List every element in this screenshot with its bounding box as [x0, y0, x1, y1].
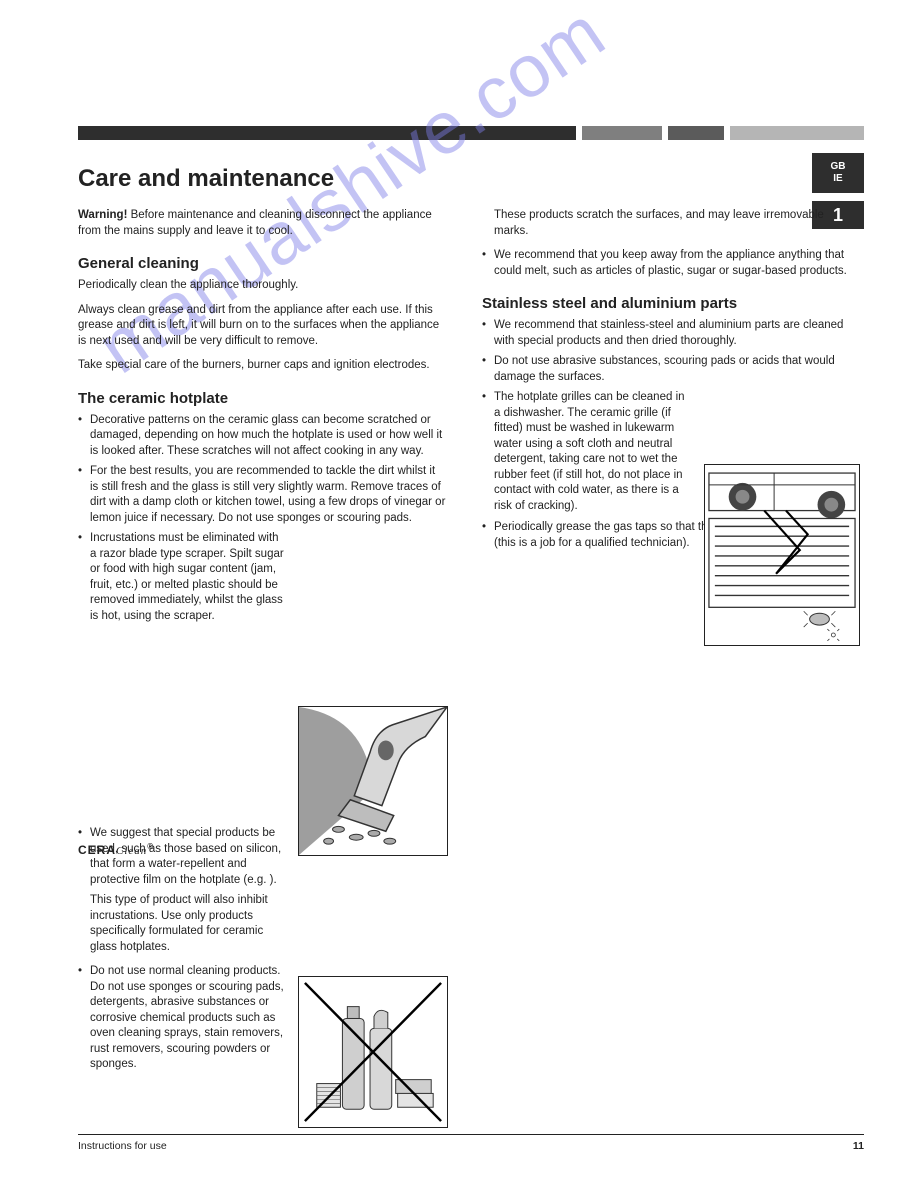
warning-paragraph: Warning! Before maintenance and cleaning… [78, 208, 446, 239]
ch-bullet-3: Incrustations must be eliminated with a … [78, 531, 288, 624]
r-bullet-3: We recommend that stainless-steel and al… [482, 318, 860, 349]
gc-para-1: Periodically clean the appliance thoroug… [78, 278, 446, 294]
warning-body: Before maintenance and cleaning disconne… [78, 209, 432, 237]
figure-hob-grille [704, 464, 860, 646]
right-col-narrow: The hotplate grilles can be cleaned in a… [482, 390, 692, 514]
footer-left-text: Instructions for use [78, 1140, 167, 1152]
ch-bullet-1: Decorative patterns on the ceramic glass… [78, 413, 446, 460]
warning-lead: Warning! [78, 209, 127, 221]
header-decoration-bar [78, 126, 864, 140]
footer-rule [78, 1134, 864, 1135]
section-heading: Care and maintenance [78, 165, 334, 193]
ch-para-5: This type of product will also inhibit i… [78, 893, 288, 955]
side-tab-locale: GB IE [812, 153, 864, 193]
hob-grille-icon [705, 465, 859, 645]
left-col-narrow-b: We suggest that special products be used… [78, 870, 288, 1078]
figure-do-not-use-cleaners [298, 976, 448, 1128]
left-col-narrow-a: Incrustations must be eliminated with a … [78, 531, 288, 624]
ch-bullet-6: Do not use normal cleaning products. Do … [78, 964, 288, 1073]
subhead-stainless: Stainless steel and aluminium parts [482, 295, 860, 312]
page: { "page": { "width_px": 918, "height_px"… [0, 0, 918, 1188]
r-para-1: These products scratch the surfaces, and… [482, 208, 860, 239]
scraper-icon [299, 707, 447, 855]
r-bullet-4: Do not use abrasive substances, scouring… [482, 354, 860, 385]
header-bar-segment-2 [582, 126, 662, 140]
cleaners-crossed-icon [299, 977, 447, 1127]
subhead-general-cleaning: General cleaning [78, 255, 446, 272]
header-bar-segment-1 [78, 126, 576, 140]
header-bar-segment-4 [730, 126, 864, 140]
left-column: Warning! Before maintenance and cleaning… [78, 208, 446, 629]
header-bar-segment-3 [668, 126, 724, 140]
gc-para-3: Take special care of the burners, burner… [78, 358, 446, 374]
r-bullet-2: We recommend that you keep away from the… [482, 248, 860, 279]
ch-bullet-2: For the best results, you are recommende… [78, 464, 446, 526]
gc-para-2: Always clean grease and dirt from the ap… [78, 303, 446, 350]
subhead-ceramic-hotplate: The ceramic hotplate [78, 390, 446, 407]
side-tab-locale-label: GB IE [831, 161, 846, 185]
footer-page-number: 11 [853, 1140, 864, 1152]
figure-scraper [298, 706, 448, 856]
r-bullet-5: The hotplate grilles can be cleaned in a… [482, 390, 692, 514]
ch-bullet-4: We suggest that special products be used… [78, 826, 288, 888]
